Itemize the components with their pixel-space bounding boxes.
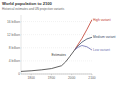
plot-area xyxy=(21,20,92,72)
series-line xyxy=(75,45,92,50)
series-label: Low variant xyxy=(93,48,110,52)
grid-line xyxy=(21,47,92,48)
y-tick-label: 0 xyxy=(18,72,20,76)
x-tick-label: 1900 xyxy=(48,76,56,80)
x-tick-label: 2000 xyxy=(68,76,76,80)
grid-line xyxy=(21,21,92,22)
y-tick-label: 16 billion xyxy=(7,20,20,24)
series-line xyxy=(75,37,92,50)
x-axis xyxy=(21,74,92,75)
subtitle: Historical estimates and UN projection v… xyxy=(2,7,65,11)
x-tick-label: 1800 xyxy=(27,76,35,80)
series-label: Medium variant xyxy=(93,35,116,39)
title: World population to 2100 xyxy=(2,1,53,6)
y-tick-label: 4 billion xyxy=(9,59,20,63)
series-label: Estimates xyxy=(51,53,66,57)
y-axis xyxy=(21,15,22,74)
grid-line xyxy=(21,60,92,61)
chart: World population to 2100Historical estim… xyxy=(0,0,120,85)
y-tick-label: 12 billion xyxy=(7,33,20,37)
series-line xyxy=(75,20,92,50)
series-line xyxy=(21,50,75,72)
y-tick-label: 8 billion xyxy=(9,46,20,50)
grid-line xyxy=(21,74,92,75)
x-tick-label: 2100 xyxy=(88,76,96,80)
grid-line xyxy=(21,34,92,35)
series-label: High variant xyxy=(93,18,111,22)
